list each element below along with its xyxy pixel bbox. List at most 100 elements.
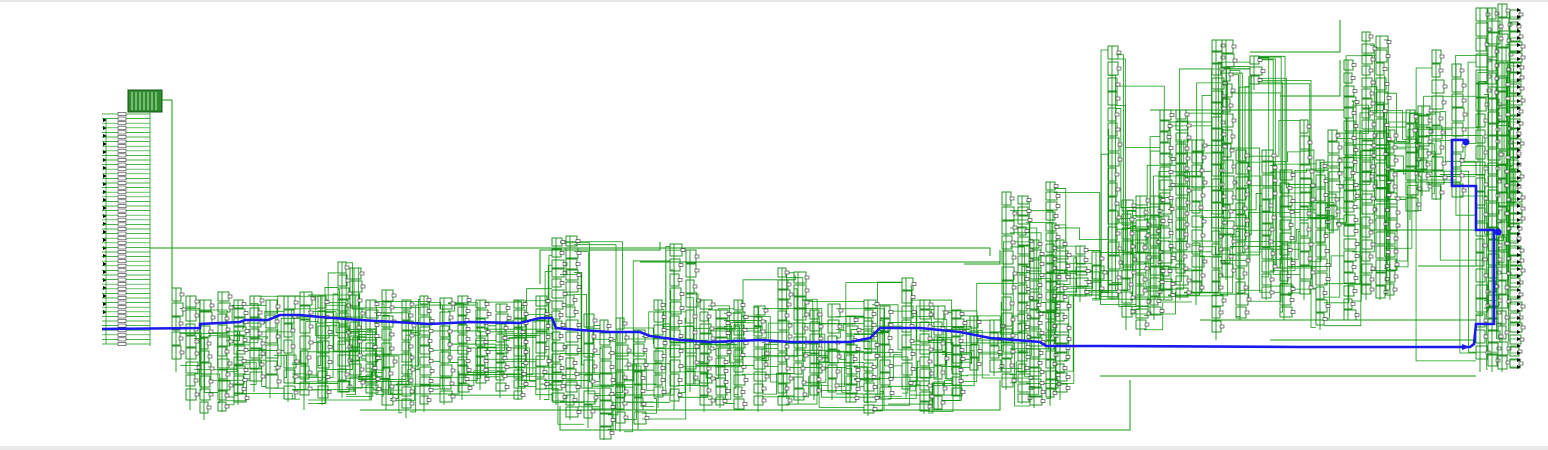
net-wire <box>226 331 266 361</box>
cell-pin <box>344 265 350 270</box>
input-buffer <box>117 167 127 172</box>
cell-instances[interactable] <box>171 3 1526 440</box>
logic-cell <box>863 393 877 403</box>
input-buffer <box>117 194 127 199</box>
cell-pin <box>522 302 528 306</box>
logic-cell <box>1487 135 1498 148</box>
cell-pin <box>1010 333 1016 338</box>
cell-pin <box>194 351 200 356</box>
cell-pin <box>559 366 565 370</box>
logic-cell <box>1261 247 1273 260</box>
input-register-bank[interactable] <box>102 89 172 346</box>
logic-cell <box>283 309 295 324</box>
cell-pin <box>1230 134 1236 139</box>
logic-cell <box>901 290 913 304</box>
cell-pin <box>1036 303 1042 307</box>
net-wire <box>1220 86 1250 295</box>
cell-pin <box>677 320 683 324</box>
input-port <box>103 254 107 258</box>
logic-cell <box>633 343 645 357</box>
cell-pin <box>958 368 964 372</box>
cell-pin <box>1384 277 1390 281</box>
cell-pin <box>1459 158 1465 163</box>
logic-cell <box>337 274 348 287</box>
logic-cell <box>381 393 394 406</box>
cell-pin <box>1393 274 1399 279</box>
logic-cell <box>699 299 713 310</box>
cell-pin <box>1024 325 1030 329</box>
cell-pin <box>786 282 792 287</box>
logic-cell <box>1249 66 1263 76</box>
cell-pin <box>1160 219 1166 223</box>
cell-pin <box>347 291 353 296</box>
cell-pin <box>1272 178 1278 183</box>
cell-pin <box>871 375 877 379</box>
cell-pin <box>225 327 231 332</box>
cell-pin <box>502 374 508 378</box>
cell-pin <box>466 348 472 352</box>
logic-cell <box>233 308 246 318</box>
cell-pin <box>1040 390 1046 394</box>
net-wire <box>466 346 496 382</box>
cell-pin <box>942 386 948 391</box>
input-port <box>103 270 107 274</box>
output-port <box>1517 232 1521 236</box>
cell-pin <box>276 349 282 354</box>
cell-pin <box>241 359 247 363</box>
cell-pin <box>940 341 946 346</box>
logic-cell <box>171 287 182 302</box>
logic-cell <box>1029 358 1040 368</box>
cell-pin <box>1483 150 1489 155</box>
logic-cell <box>1211 51 1223 64</box>
net-wire <box>624 365 654 407</box>
net-wire <box>1506 209 1510 342</box>
cell-pin <box>1385 250 1391 254</box>
cell-pin <box>1272 165 1278 170</box>
register-block <box>127 89 163 113</box>
cell-pin <box>1037 321 1043 325</box>
cell-pin <box>1386 96 1392 100</box>
output-port <box>1517 330 1521 334</box>
logic-cell <box>1299 164 1312 179</box>
cell-pin <box>1024 277 1030 281</box>
cell-pin <box>1052 324 1058 328</box>
cell-pin <box>855 347 861 351</box>
cell-pin <box>294 359 300 364</box>
logic-cell <box>283 385 296 400</box>
cell-pin <box>327 345 333 349</box>
logic-cell <box>951 318 965 328</box>
net-wire <box>1496 86 1510 340</box>
net-wire <box>374 303 385 371</box>
logic-cell <box>1475 207 1486 222</box>
cell-pin <box>694 344 700 349</box>
cell-pin <box>545 335 551 339</box>
net-wire <box>1394 185 1418 262</box>
cell-pin <box>1246 297 1252 302</box>
cell-pin <box>929 394 935 399</box>
cell-pin <box>1025 287 1031 291</box>
cell-pin <box>290 344 296 349</box>
output-port <box>1517 120 1521 124</box>
logic-cell <box>1211 39 1223 52</box>
cell-pin <box>1244 218 1250 223</box>
cell-pin <box>836 354 842 359</box>
logic-cell <box>1107 45 1119 60</box>
horizontal-scrollbar-track[interactable] <box>0 446 1548 450</box>
cell-pin <box>1144 322 1150 327</box>
cell-pin <box>1183 266 1189 271</box>
cell-pin <box>1062 315 1068 319</box>
net-wire <box>1244 120 1300 157</box>
logic-cell <box>879 372 891 386</box>
cell-pin <box>1130 309 1136 314</box>
cell-pin <box>1231 239 1237 244</box>
cell-pin <box>976 320 982 324</box>
cell-pin <box>854 396 860 400</box>
cell-pin <box>1269 290 1275 295</box>
logic-cell <box>1159 142 1171 154</box>
cell-pin <box>1115 187 1121 192</box>
cell-pin <box>1504 169 1510 174</box>
logic-cell <box>1235 293 1249 306</box>
critical-path-highlight[interactable] <box>101 138 1502 351</box>
io-ports <box>103 8 1521 369</box>
